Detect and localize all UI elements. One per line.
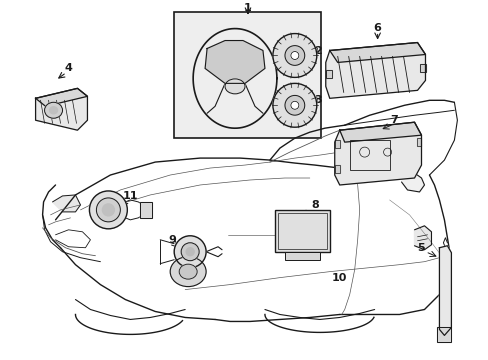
Bar <box>140 202 152 218</box>
Ellipse shape <box>44 102 62 118</box>
Polygon shape <box>414 226 430 250</box>
Ellipse shape <box>96 198 120 222</box>
Text: 11: 11 <box>122 191 138 201</box>
Ellipse shape <box>290 101 298 109</box>
Bar <box>325 71 331 78</box>
Bar <box>349 140 389 170</box>
Bar <box>285 252 319 260</box>
Text: 10: 10 <box>331 273 346 283</box>
Bar <box>334 140 339 148</box>
Ellipse shape <box>170 257 205 287</box>
Ellipse shape <box>272 84 316 127</box>
Polygon shape <box>401 173 424 192</box>
FancyBboxPatch shape <box>174 12 320 138</box>
Bar <box>437 328 450 342</box>
Ellipse shape <box>290 51 298 59</box>
Polygon shape <box>329 42 425 62</box>
Text: 7: 7 <box>390 115 398 125</box>
Text: 2: 2 <box>313 45 321 55</box>
Bar <box>334 165 339 173</box>
Bar <box>334 140 339 148</box>
Ellipse shape <box>179 264 197 279</box>
Ellipse shape <box>285 46 304 66</box>
Polygon shape <box>204 41 264 84</box>
Polygon shape <box>439 246 450 336</box>
Bar <box>420 64 426 72</box>
Text: 6: 6 <box>373 23 381 33</box>
Ellipse shape <box>89 191 127 229</box>
Polygon shape <box>334 122 421 185</box>
Polygon shape <box>339 122 421 142</box>
Polygon shape <box>325 42 425 98</box>
Ellipse shape <box>102 204 114 216</box>
Text: 5: 5 <box>417 243 425 253</box>
Bar <box>325 71 331 78</box>
Text: 3: 3 <box>313 95 321 105</box>
Bar <box>140 202 152 218</box>
Bar <box>334 165 339 173</box>
Bar <box>277 213 326 249</box>
Ellipse shape <box>285 95 304 115</box>
Ellipse shape <box>181 243 199 261</box>
Ellipse shape <box>174 236 205 268</box>
Ellipse shape <box>49 107 58 114</box>
Bar <box>416 138 421 146</box>
Bar <box>416 138 421 146</box>
Ellipse shape <box>272 33 316 77</box>
Text: 8: 8 <box>310 200 318 210</box>
Ellipse shape <box>224 79 244 94</box>
Text: 9: 9 <box>168 235 176 245</box>
Ellipse shape <box>186 248 194 256</box>
Polygon shape <box>36 88 87 106</box>
Bar <box>437 328 450 342</box>
Polygon shape <box>36 88 87 130</box>
Bar <box>274 210 329 252</box>
Polygon shape <box>52 195 81 212</box>
Text: 1: 1 <box>244 3 251 13</box>
Text: 4: 4 <box>64 63 72 73</box>
Bar <box>420 64 426 72</box>
